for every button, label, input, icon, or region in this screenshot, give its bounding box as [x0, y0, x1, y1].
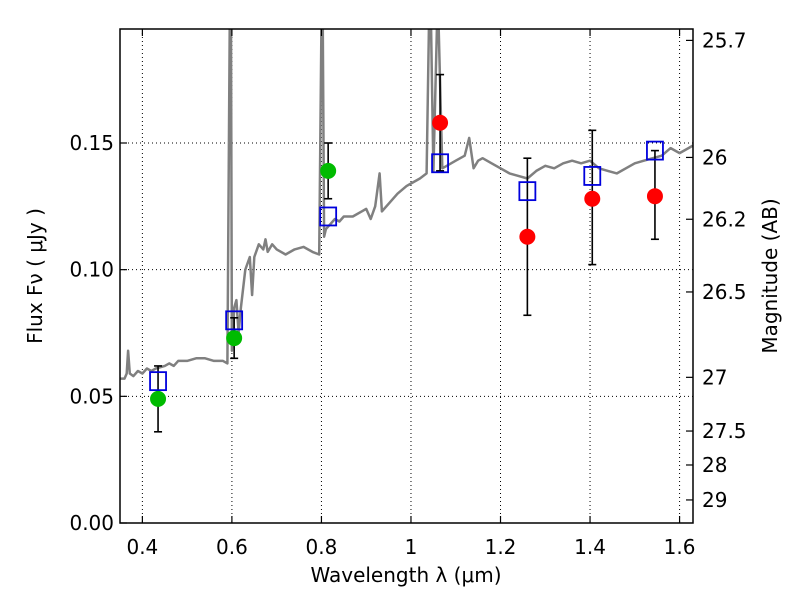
x-tick-label: 1.2	[485, 535, 517, 559]
x-axis-label: Wavelength λ (μm)	[310, 563, 501, 587]
x-tick-label: 0.6	[216, 535, 248, 559]
green-data-point	[226, 330, 243, 347]
green-data-point	[320, 162, 337, 179]
red-data-point	[646, 188, 663, 205]
x-tick-label: 0.8	[306, 535, 338, 559]
y-axis-ticks: 0.00 0.05 0.10 0.15	[69, 131, 127, 535]
red-data-point	[432, 114, 449, 131]
y-tick-label: 0.00	[69, 511, 114, 535]
synthetic-photometry-square	[583, 166, 602, 186]
right-tick-label: 26	[702, 145, 727, 169]
plot-frame	[119, 28, 694, 524]
model-spectrum-line	[120, 29, 693, 380]
y-tick-label: 0.10	[69, 258, 114, 282]
right-axis-ticks: 25.7 26 26.2 26.5 27 27.5 28 29	[686, 28, 747, 512]
right-tick-label: 28	[702, 453, 727, 477]
right-tick-label: 25.7	[702, 28, 747, 52]
grid-lines	[120, 29, 693, 523]
synthetic-photometry-square	[646, 140, 664, 161]
right-tick-label: 29	[702, 488, 727, 512]
y-tick-label: 0.15	[69, 131, 114, 155]
y-tick-label: 0.05	[69, 384, 114, 408]
x-axis-ticks: 0.4 0.6 0.8 1 1.2 1.4 1.6	[126, 29, 695, 559]
y-axis-label: Flux Fν ( μJy )	[23, 208, 47, 344]
right-tick-label: 27.5	[702, 419, 747, 443]
x-tick-label: 1.4	[574, 535, 606, 559]
synthetic-photometry-square	[319, 206, 338, 227]
synthetic-photometry-square	[518, 181, 537, 202]
red-data-point	[519, 228, 536, 245]
right-tick-label: 26.5	[702, 280, 747, 304]
red-data-point	[584, 190, 601, 207]
green-data-point	[150, 390, 167, 407]
synthetic-photometry-square	[225, 310, 244, 331]
data-marks-layer	[149, 73, 664, 433]
synthetic-photometry-square	[431, 153, 449, 174]
right-tick-label: 27	[702, 365, 727, 389]
model-spectrum-layer	[120, 29, 693, 380]
right-tick-label: 26.2	[702, 207, 747, 231]
synthetic-photometry-square	[149, 371, 167, 392]
x-tick-label: 1	[405, 535, 418, 559]
x-tick-label: 1.6	[664, 535, 696, 559]
x-tick-label: 0.4	[126, 535, 158, 559]
right-axis-label: Magnitude (AB)	[758, 198, 782, 353]
